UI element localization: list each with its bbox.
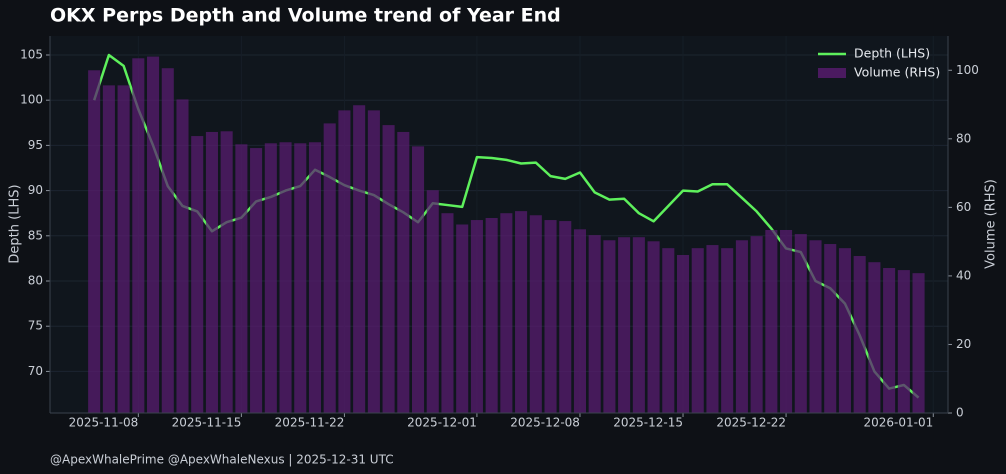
volume-bar — [147, 56, 160, 414]
y2-tick-label: 40 — [956, 268, 971, 282]
volume-bar — [794, 234, 807, 413]
y-tick-label: 105 — [20, 47, 43, 61]
volume-bar — [426, 190, 439, 413]
volume-bar — [264, 143, 277, 414]
volume-bar — [485, 217, 498, 413]
y2-tick-label: 60 — [956, 200, 971, 214]
x-tick-label: 2025-12-22 — [716, 416, 786, 430]
x-tick-label: 2025-11-22 — [275, 416, 345, 430]
y-axis-title: Depth (LHS) — [8, 184, 23, 263]
volume-bar — [603, 240, 616, 413]
volume-bar — [618, 237, 631, 413]
x-tick-label: 2025-11-15 — [172, 416, 242, 430]
volume-bar — [191, 136, 204, 414]
volume-bar — [338, 110, 351, 413]
volume-bar — [838, 248, 851, 413]
volume-bar — [765, 229, 778, 413]
volume-bar — [883, 268, 896, 413]
y2-axis-title: Volume (RHS) — [984, 179, 999, 269]
volume-bar — [706, 245, 719, 413]
volume-bar — [912, 273, 925, 413]
volume-bar — [220, 131, 233, 413]
y-tick-label: 80 — [28, 274, 43, 288]
volume-bar — [308, 142, 322, 413]
y-tick-label: 70 — [28, 364, 43, 378]
y-tick-label: 75 — [28, 319, 43, 333]
volume-bar — [294, 143, 307, 414]
x-tick-label: 2025-12-15 — [613, 416, 683, 430]
volume-bar — [632, 237, 645, 413]
x-tick-label: 2025-12-01 — [407, 416, 477, 430]
volume-bar — [205, 131, 218, 414]
volume-bar — [250, 148, 263, 413]
volume-bar — [573, 229, 587, 413]
volume-bar — [780, 229, 793, 413]
legend: Depth (LHS) Volume (RHS) — [818, 46, 940, 80]
volume-bar — [132, 58, 145, 413]
volume-bar — [544, 220, 557, 413]
volume-bar — [853, 256, 866, 413]
volume-bar — [176, 99, 189, 414]
volume-bar — [411, 146, 425, 413]
y2-tick-label: 100 — [956, 63, 979, 77]
volume-bar — [868, 262, 881, 413]
volume-bar — [353, 105, 366, 414]
y-tick-label: 85 — [28, 228, 43, 242]
volume-bar — [559, 221, 572, 413]
x-tick-label: 2026-01-01 — [864, 416, 934, 430]
volume-bar — [397, 131, 410, 414]
volume-bar — [367, 110, 380, 413]
legend-swatch — [818, 68, 846, 78]
volume-bar — [809, 240, 822, 413]
volume-bar — [676, 255, 690, 413]
legend-label: Depth (LHS) — [854, 46, 930, 61]
volume-bar — [88, 70, 101, 413]
footer: @ApexWhalePrime @ApexWhaleNexus | 2025-1… — [50, 453, 394, 467]
volume-bar — [515, 211, 528, 413]
volume-bar — [647, 241, 660, 413]
volume-bar — [721, 248, 734, 413]
legend-label: Volume (RHS) — [854, 65, 940, 80]
axes: 70 75 80 85 90 95 100 105 0 20 40 60 80 100 2025-11-08… — [20, 36, 979, 430]
volume-bar — [441, 213, 454, 413]
volume-bar — [750, 236, 763, 413]
y2-tick-label: 20 — [956, 337, 971, 351]
volume-bar — [897, 270, 910, 413]
volume-bar — [102, 85, 115, 414]
volume-bar — [588, 235, 601, 413]
chart-title: OKX Perps Depth and Volume trend of Year… — [50, 5, 561, 27]
volume-bar — [824, 244, 837, 413]
volume-bar — [691, 248, 704, 413]
y-tick-label: 95 — [28, 138, 43, 152]
volume-bar — [470, 220, 483, 413]
volume-bar — [117, 85, 130, 414]
volume-bar — [456, 224, 469, 413]
x-tick-label: 2025-11-08 — [69, 416, 139, 430]
volume-bar — [161, 68, 174, 413]
x-tick-label: 2025-12-08 — [510, 416, 580, 430]
volume-bar — [323, 123, 336, 414]
y2-tick-label: 80 — [956, 131, 971, 145]
volume-bar — [662, 248, 675, 413]
volume-bar — [279, 142, 292, 413]
volume-bar — [529, 215, 542, 413]
volume-bar — [500, 213, 513, 413]
y-tick-label: 90 — [28, 183, 43, 197]
y2-tick-label: 0 — [956, 406, 964, 420]
y-tick-label: 100 — [20, 93, 43, 107]
marks — [88, 53, 925, 414]
volume-bar — [382, 125, 395, 413]
volume-bar — [235, 144, 248, 413]
volume-bar — [735, 240, 748, 413]
